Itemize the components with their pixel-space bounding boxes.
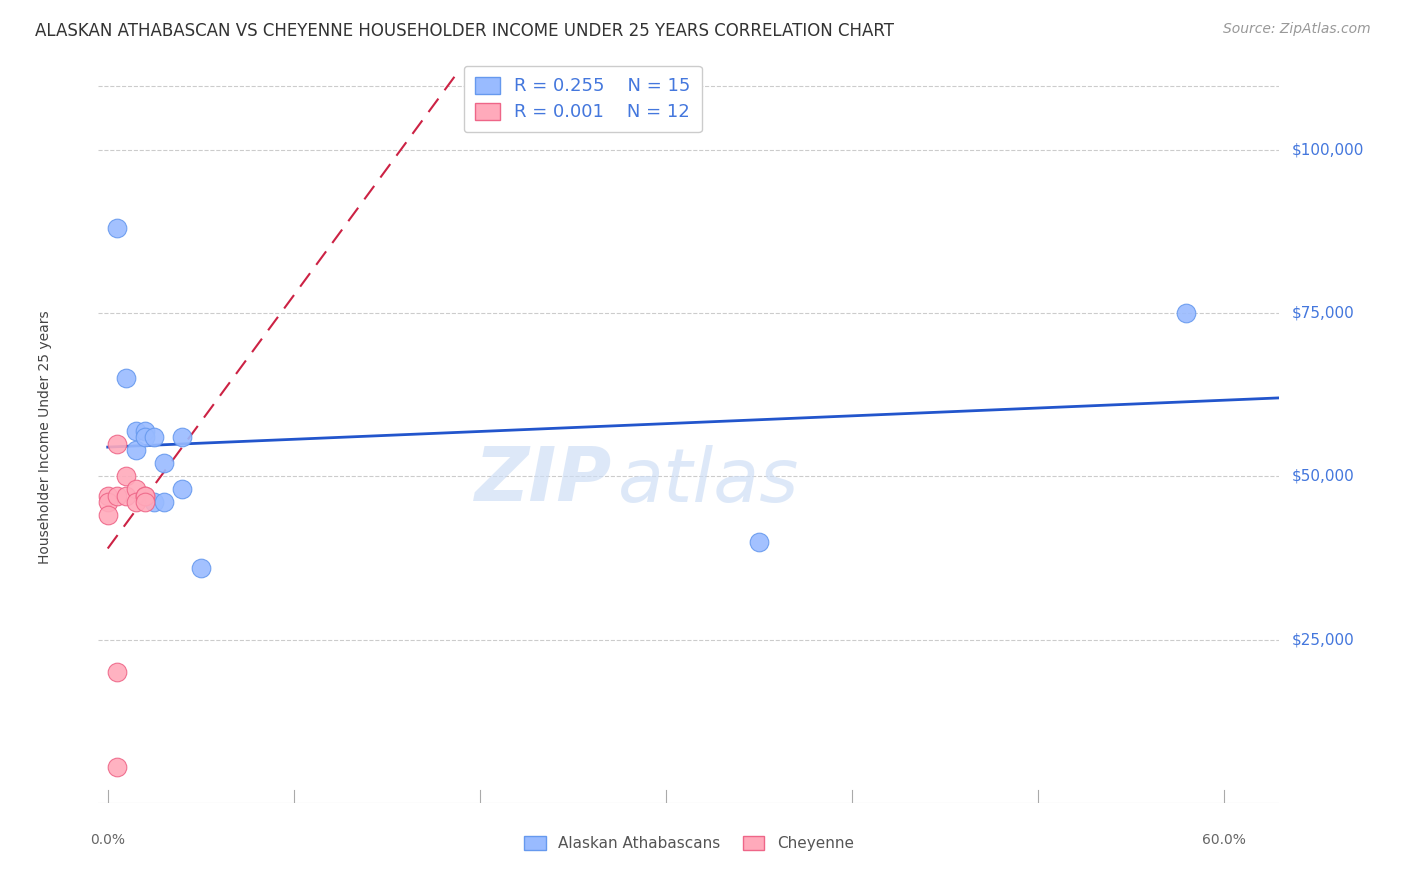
Text: 0.0%: 0.0% [90, 833, 125, 847]
Point [115, 371, 138, 385]
Point [134, 489, 156, 503]
Point [97, 489, 120, 503]
Point [134, 424, 156, 438]
Point [1175, 306, 1198, 320]
Point [97, 495, 120, 509]
Point [143, 430, 166, 444]
Point [124, 424, 146, 438]
Legend: Alaskan Athabascans, Cheyenne: Alaskan Athabascans, Cheyenne [519, 830, 859, 857]
Point [124, 483, 146, 497]
Point [172, 430, 194, 444]
Point [105, 665, 128, 680]
Text: ALASKAN ATHABASCAN VS CHEYENNE HOUSEHOLDER INCOME UNDER 25 YEARS CORRELATION CHA: ALASKAN ATHABASCAN VS CHEYENNE HOUSEHOLD… [35, 22, 894, 40]
Text: 60.0%: 60.0% [1202, 833, 1246, 847]
Point [152, 456, 174, 470]
Text: atlas: atlas [619, 445, 800, 517]
Text: $25,000: $25,000 [1291, 632, 1354, 647]
Text: $75,000: $75,000 [1291, 305, 1354, 320]
Point [143, 495, 166, 509]
Point [748, 534, 770, 549]
Point [152, 495, 174, 509]
Text: Householder Income Under 25 years: Householder Income Under 25 years [38, 310, 52, 564]
Point [115, 489, 138, 503]
Point [134, 430, 156, 444]
Text: Source: ZipAtlas.com: Source: ZipAtlas.com [1223, 22, 1371, 37]
Point [190, 560, 212, 574]
Point [172, 483, 194, 497]
Text: $50,000: $50,000 [1291, 469, 1354, 483]
Point [105, 221, 128, 235]
Point [105, 489, 128, 503]
Point [97, 508, 120, 523]
Point [105, 436, 128, 450]
Text: ZIP: ZIP [475, 444, 612, 517]
Point [134, 489, 156, 503]
Point [115, 469, 138, 483]
Point [124, 443, 146, 458]
Text: $100,000: $100,000 [1291, 142, 1364, 157]
Point [105, 760, 128, 774]
Point [124, 495, 146, 509]
Point [134, 495, 156, 509]
